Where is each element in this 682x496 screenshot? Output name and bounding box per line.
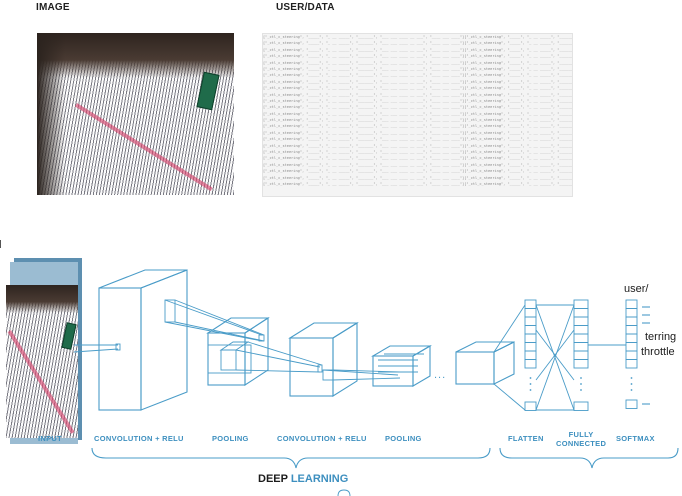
node <box>524 308 537 318</box>
conv2-box <box>288 322 401 397</box>
deep-learning-brace <box>91 447 491 469</box>
data-row: ["_ctl_c_steering", "_____", "_ __ _____… <box>263 66 572 71</box>
data-row: ["_ctl_c_steering", "_____", "_ __ _____… <box>263 86 572 91</box>
flatten-column <box>524 299 537 411</box>
label-pool2: POOLING <box>385 434 422 443</box>
user-data-table: ["_ctl_c_steering", "_____", "_ __ _____… <box>262 33 573 197</box>
node <box>625 325 638 335</box>
node <box>573 325 589 335</box>
image-header: IMAGE <box>36 2 70 13</box>
track-image <box>37 33 234 195</box>
bottom-marker <box>337 489 351 496</box>
node <box>625 316 638 326</box>
label-input: INPUT <box>38 434 62 443</box>
node <box>524 359 537 369</box>
node <box>524 342 537 352</box>
classification-brace <box>499 447 679 469</box>
label-fc-line1: FULLY <box>568 430 594 439</box>
input-image <box>6 285 78 438</box>
input-kernel <box>115 343 121 351</box>
node <box>625 333 638 343</box>
ellipsis-dot <box>529 389 532 391</box>
data-row: ["_ctl_c_steering", "_____", "_ __ _____… <box>263 47 572 52</box>
node <box>573 401 589 411</box>
data-row: ["_ctl_c_steering", "_____", "_ __ _____… <box>263 150 572 155</box>
data-row: ["_ctl_c_steering", "_____", "_ __ _____… <box>263 92 572 97</box>
data-row: ["_ctl_c_steering", "_____", "_ __ _____… <box>263 79 572 84</box>
node <box>524 350 537 360</box>
data-row: ["_ctl_c_steering", "_____", "_ __ _____… <box>263 98 572 103</box>
fc-column <box>573 299 589 411</box>
label-pool1: POOLING <box>212 434 249 443</box>
data-row: ["_ctl_c_steering", "_____", "_ __ _____… <box>263 73 572 78</box>
node <box>625 299 638 309</box>
node <box>573 359 589 369</box>
data-row: ["_ctl_c_steering", "_____", "_ __ _____… <box>263 143 572 148</box>
data-row: ["_ctl_c_steering", "_____", "_ __ _____… <box>263 111 572 116</box>
node <box>573 342 589 352</box>
node <box>573 350 589 360</box>
pool1-box <box>206 316 323 387</box>
node <box>573 308 589 318</box>
node <box>524 325 537 335</box>
user-data-header: USER/DATA <box>276 2 335 13</box>
label-fully-connected: FULLY CONNECTED <box>556 430 606 448</box>
node <box>573 333 589 343</box>
caption-learning: LEARNING <box>290 473 349 485</box>
fc-connections <box>535 304 626 411</box>
data-row: ["_ctl_c_steering", "_____", "_ __ _____… <box>263 124 572 129</box>
data-row: ["_ctl_c_steering", "_____", "_ __ _____… <box>263 137 572 142</box>
node <box>625 350 638 360</box>
left-edge-marker <box>0 240 4 248</box>
conv1-box <box>98 269 188 411</box>
data-row: ["_ctl_c_steering", "_____", "_ __ _____… <box>263 156 572 161</box>
data-row: ["_ctl_c_steering", "_____", "_ __ _____… <box>263 54 572 59</box>
data-row: ["_ctl_c_steering", "_____", "_ __ _____… <box>263 181 572 186</box>
caption-deep: DEEP <box>258 473 288 485</box>
label-flatten: FLATTEN <box>508 434 544 443</box>
data-row: ["_ctl_c_steering", "_____", "_ __ _____… <box>263 118 572 123</box>
ellipsis-dot <box>630 383 633 385</box>
node <box>625 359 638 369</box>
node <box>625 308 638 318</box>
data-row: ["_ctl_c_steering", "_____", "_ __ _____… <box>263 35 572 39</box>
final-feature-box <box>455 304 526 411</box>
output-label-user: user/ <box>624 283 649 295</box>
data-row: ["_ctl_c_steering", "_____", "_ __ _____… <box>263 169 572 174</box>
label-conv2: CONVOLUTION + RELU <box>277 434 367 443</box>
ellipsis-dot <box>529 383 532 385</box>
ellipsis-dot <box>630 389 633 391</box>
data-row: ["_ctl_c_steering", "_____", "_ __ _____… <box>263 105 572 110</box>
node <box>573 316 589 326</box>
node <box>524 333 537 343</box>
output-dashes <box>642 306 650 405</box>
output-label-steering: terring <box>645 331 677 343</box>
data-row: ["_ctl_c_steering", "_____", "_ __ _____… <box>263 41 572 46</box>
node <box>524 316 537 326</box>
pool2-box <box>370 345 433 387</box>
conv1-tube <box>164 299 265 342</box>
ellipsis-dot <box>580 389 582 391</box>
data-row: ["_ctl_c_steering", "_____", "_ __ _____… <box>263 130 572 135</box>
data-row: ["_ctl_c_steering", "_____", "_ __ _____… <box>263 175 572 180</box>
ellipsis-dot <box>580 383 582 385</box>
output-label-throttle: throttle <box>641 346 675 358</box>
node <box>524 299 537 309</box>
layer-ellipsis: ... <box>434 369 447 381</box>
softmax-column <box>625 299 638 409</box>
label-conv1: CONVOLUTION + RELU <box>94 434 184 443</box>
data-row: ["_ctl_c_steering", "_____", "_ __ _____… <box>263 162 572 167</box>
label-fc-line2: CONNECTED <box>556 439 607 448</box>
label-softmax: SOFTMAX <box>616 434 655 443</box>
node <box>524 401 537 411</box>
ellipsis-dot <box>580 377 582 379</box>
node <box>573 299 589 309</box>
ellipsis-dot <box>630 377 633 379</box>
deep-learning-caption: DEEP LEARNING <box>258 473 348 485</box>
node <box>625 342 638 352</box>
node <box>625 399 638 409</box>
data-row: ["_ctl_c_steering", "_____", "_ __ _____… <box>263 60 572 65</box>
ellipsis-dot <box>529 377 532 379</box>
